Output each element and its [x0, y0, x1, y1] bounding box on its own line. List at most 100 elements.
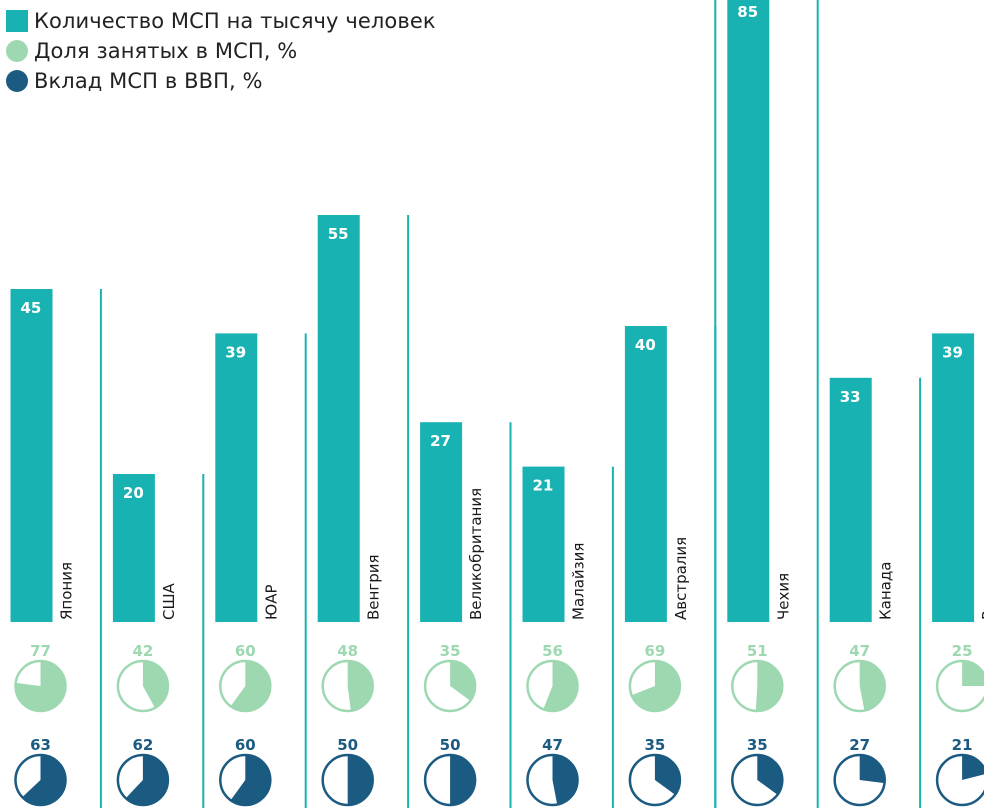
employment-value-label: 42	[132, 642, 153, 660]
gdp-pie-slice	[552, 755, 578, 805]
gdp-value-label: 35	[747, 736, 768, 754]
employment-pie-slice	[962, 661, 984, 686]
gdp-value-label: 50	[440, 736, 461, 754]
gdp-value-label: 27	[849, 736, 870, 754]
employment-pie-slice	[347, 661, 373, 711]
country-label: Австралия	[672, 537, 690, 620]
gdp-pie-slice	[125, 755, 168, 805]
employment-pie	[628, 659, 682, 713]
employment-value-label: 56	[542, 642, 563, 660]
bar-value-label: 39	[942, 343, 963, 361]
gdp-pie	[219, 753, 272, 807]
employment-pie-slice	[230, 661, 271, 711]
bar-value-label: 33	[840, 388, 861, 406]
gdp-pie-slice	[450, 755, 476, 805]
employment-pie	[935, 659, 984, 713]
legend-item-bars: Количество МСП на тысячу человек	[6, 6, 436, 36]
gdp-pie-slice	[22, 755, 66, 805]
gdp-pie-slice	[654, 755, 680, 795]
employment-pie	[731, 659, 784, 713]
bar-value-label: 85	[737, 3, 758, 21]
gdp-value-label: 50	[337, 736, 358, 754]
bar-value-label: 55	[328, 225, 349, 243]
gdp-pie	[14, 753, 67, 807]
employment-pie-slice	[755, 661, 783, 711]
bar-country-8	[829, 377, 872, 622]
legend-swatch-employment	[6, 40, 28, 62]
bar-country-2	[215, 333, 258, 622]
gdp-pie-slice	[757, 755, 783, 795]
country-label: Россия	[979, 567, 984, 621]
bar-country-5	[522, 466, 565, 622]
bar-country-7	[727, 0, 770, 622]
gdp-value-label: 60	[235, 736, 256, 754]
country-label: Малайзия	[570, 543, 588, 620]
gdp-pie-slice	[347, 755, 373, 805]
gdp-pie	[628, 753, 682, 807]
bar-value-label: 45	[21, 299, 42, 317]
gdp-pie	[833, 753, 886, 807]
legend: Количество МСП на тысячу человек Доля за…	[6, 6, 436, 96]
legend-item-employment: Доля занятых в МСП, %	[6, 36, 436, 66]
legend-label-gdp: Вклад МСП в ВВП, %	[34, 69, 263, 93]
gdp-value-label: 35	[644, 736, 665, 754]
country-label: Венгрия	[365, 554, 383, 620]
employment-value-label: 51	[747, 642, 768, 660]
employment-pie-slice	[15, 660, 66, 711]
bar-country-4	[420, 422, 463, 622]
legend-swatch-gdp	[6, 70, 28, 92]
gdp-pie	[935, 753, 984, 807]
gdp-value-label: 21	[952, 736, 973, 754]
gdp-pie	[423, 753, 477, 807]
gdp-pie	[526, 753, 579, 807]
country-label: Великобритания	[467, 488, 485, 620]
employment-value-label: 69	[644, 642, 665, 660]
bar-country-6	[624, 326, 667, 622]
employment-pie-slice	[859, 661, 885, 711]
gdp-pie	[731, 753, 784, 807]
employment-pie	[833, 659, 886, 713]
employment-value-label: 60	[235, 642, 256, 660]
gdp-value-label: 63	[30, 736, 51, 754]
legend-label-bars: Количество МСП на тысячу человек	[34, 9, 436, 33]
bar-value-label: 39	[225, 343, 246, 361]
gdp-pie	[321, 753, 374, 807]
gdp-pie-slice	[962, 755, 984, 780]
employment-pie	[321, 659, 374, 713]
employment-pie	[526, 659, 579, 713]
country-label: Канада	[877, 562, 895, 620]
employment-value-label: 25	[952, 642, 973, 660]
employment-pie-slice	[142, 661, 168, 708]
gdp-pie-slice	[230, 755, 271, 805]
gdp-pie	[116, 753, 170, 807]
bar-country-0	[10, 289, 53, 622]
bar-country-3	[317, 215, 360, 622]
employment-pie	[14, 659, 67, 713]
employment-pie	[219, 659, 272, 713]
legend-label-employment: Доля занятых в МСП, %	[34, 39, 298, 63]
bar-value-label: 27	[430, 432, 451, 450]
country-label: Япония	[58, 562, 76, 620]
country-label: США	[160, 582, 178, 620]
bar-value-label: 21	[533, 477, 554, 495]
country-label: Чехия	[774, 573, 792, 620]
bar-country-1	[112, 474, 155, 622]
employment-pie	[116, 659, 170, 713]
gdp-value-label: 47	[542, 736, 563, 754]
bar-country-9	[932, 333, 975, 622]
bar-value-label: 20	[123, 484, 144, 502]
bar-value-label: 40	[635, 336, 656, 354]
gdp-value-label: 62	[132, 736, 153, 754]
country-label: ЮАР	[262, 584, 280, 620]
employment-value-label: 35	[440, 642, 461, 660]
legend-item-gdp: Вклад МСП в ВВП, %	[6, 66, 436, 96]
employment-pie	[423, 659, 477, 713]
employment-value-label: 47	[849, 642, 870, 660]
legend-swatch-bars	[6, 10, 28, 32]
employment-value-label: 77	[30, 642, 51, 660]
employment-pie-slice	[450, 661, 476, 701]
employment-value-label: 48	[337, 642, 358, 660]
gdp-pie-slice	[859, 755, 885, 784]
employment-pie-slice	[543, 660, 578, 711]
